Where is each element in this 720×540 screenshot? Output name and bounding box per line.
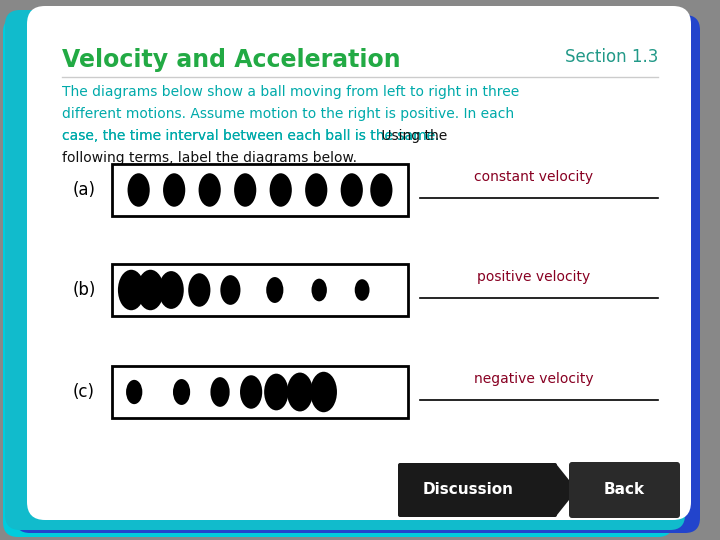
FancyBboxPatch shape (15, 15, 700, 533)
Ellipse shape (188, 273, 210, 307)
Text: Velocity and Acceleration: Velocity and Acceleration (62, 48, 400, 72)
FancyBboxPatch shape (5, 10, 685, 530)
Ellipse shape (138, 270, 164, 310)
Bar (112, 164, 408, 216)
Text: Discussion: Discussion (423, 483, 513, 497)
Ellipse shape (269, 173, 292, 207)
Bar (112, 366, 408, 418)
Ellipse shape (264, 374, 289, 410)
Text: (c): (c) (73, 383, 95, 401)
Bar (112, 264, 408, 316)
Text: following terms, label the diagrams below.: following terms, label the diagrams belo… (62, 151, 357, 165)
Ellipse shape (266, 277, 284, 303)
Text: (b): (b) (72, 281, 96, 299)
Polygon shape (557, 465, 577, 515)
Ellipse shape (118, 270, 145, 310)
FancyBboxPatch shape (27, 6, 691, 520)
Text: (a): (a) (73, 181, 96, 199)
Ellipse shape (355, 279, 369, 301)
Text: positive velocity: positive velocity (477, 270, 590, 284)
Ellipse shape (199, 173, 221, 207)
Ellipse shape (126, 380, 143, 404)
Ellipse shape (210, 377, 230, 407)
Ellipse shape (370, 173, 392, 207)
Ellipse shape (312, 279, 327, 301)
FancyBboxPatch shape (569, 462, 680, 518)
Text: different motions. Assume motion to the right is positive. In each: different motions. Assume motion to the … (62, 107, 514, 121)
FancyBboxPatch shape (3, 17, 673, 537)
Ellipse shape (173, 379, 190, 405)
Ellipse shape (310, 372, 337, 412)
Ellipse shape (287, 373, 313, 411)
FancyBboxPatch shape (398, 463, 557, 517)
Text: Back: Back (604, 483, 645, 497)
Ellipse shape (305, 173, 328, 207)
Ellipse shape (158, 271, 184, 309)
Text: case, the time interval between each ball is the same.: case, the time interval between each bal… (62, 129, 439, 143)
Text: Using the: Using the (377, 129, 447, 143)
Ellipse shape (127, 173, 150, 207)
Text: case, the time interval between each ball is the same.: case, the time interval between each bal… (62, 129, 439, 143)
Ellipse shape (220, 275, 240, 305)
Text: constant velocity: constant velocity (474, 170, 593, 184)
Ellipse shape (240, 375, 262, 409)
Ellipse shape (234, 173, 256, 207)
Text: Section 1.3: Section 1.3 (564, 48, 658, 66)
Text: negative velocity: negative velocity (474, 372, 594, 386)
Text: The diagrams below show a ball moving from left to right in three: The diagrams below show a ball moving fr… (62, 85, 519, 99)
Ellipse shape (341, 173, 363, 207)
Ellipse shape (163, 173, 185, 207)
